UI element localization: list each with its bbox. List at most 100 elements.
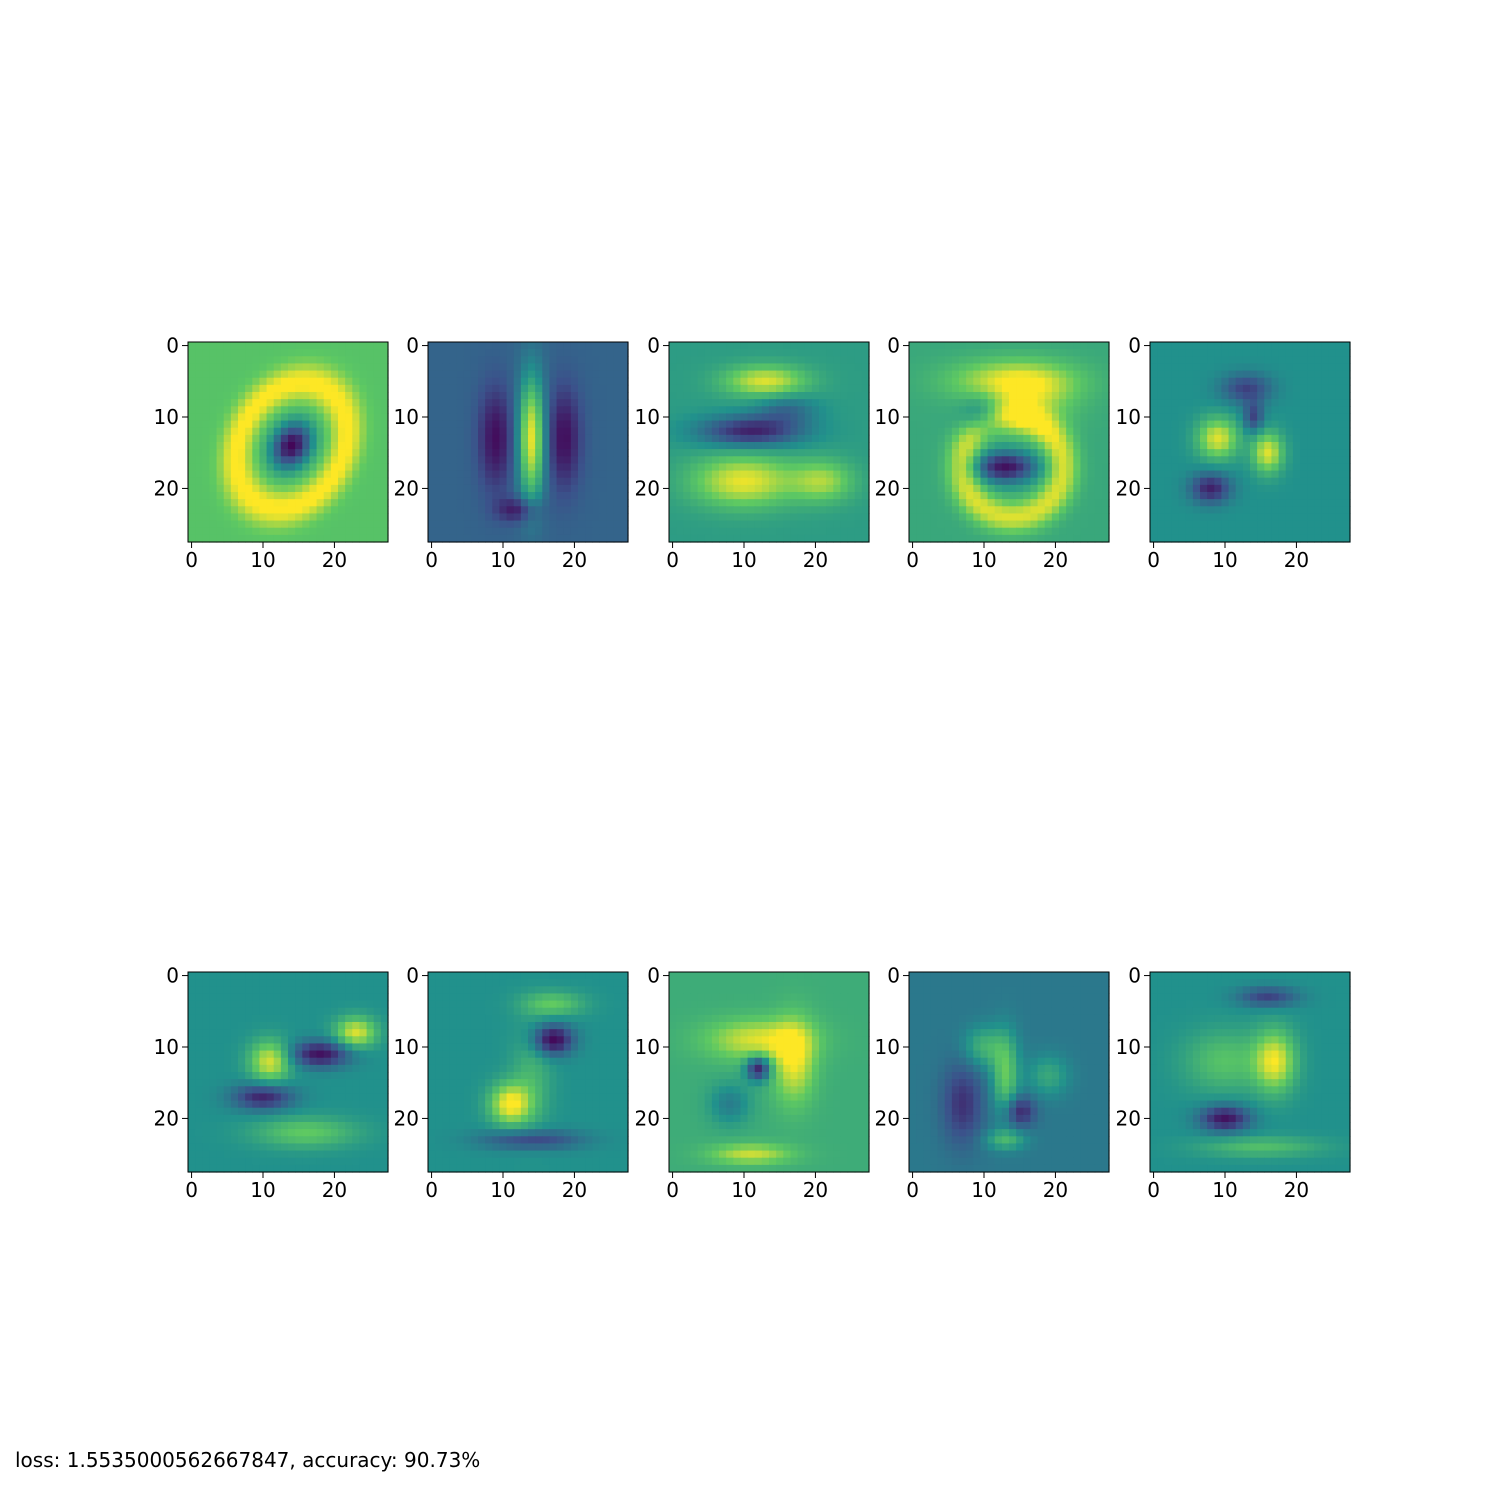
heatmap-cell <box>916 470 924 479</box>
heatmap-cell <box>1321 463 1330 472</box>
heatmap-cell <box>944 413 953 422</box>
heatmap-cell <box>273 399 282 407</box>
heatmap-cell <box>704 470 713 479</box>
heatmap-cell <box>442 506 451 515</box>
heatmap-cell <box>223 1143 232 1152</box>
heatmap-cell <box>930 392 939 400</box>
heatmap-cell <box>854 513 863 522</box>
heatmap-cell <box>1164 484 1173 493</box>
heatmap-cell <box>861 506 870 515</box>
heatmap-cell <box>861 370 870 379</box>
heatmap-cell <box>1185 470 1194 479</box>
heatmap-cell <box>280 449 289 457</box>
heatmap-cell <box>359 1043 368 1052</box>
heatmap-cell <box>223 1129 232 1137</box>
heatmap-cell <box>345 363 353 372</box>
heatmap-cell <box>463 477 472 486</box>
heatmap-cell <box>266 384 275 393</box>
heatmap-cell <box>592 442 601 450</box>
heatmap-cell <box>959 427 967 436</box>
heatmap-cell <box>1200 370 1208 379</box>
heatmap-cell <box>1157 434 1165 443</box>
heatmap-cell <box>442 979 451 987</box>
heatmap-cell <box>1150 434 1158 443</box>
heatmap-cell <box>669 434 677 443</box>
heatmap-cell <box>323 1143 332 1152</box>
heatmap-cell <box>966 477 974 486</box>
heatmap-cell <box>288 1164 296 1173</box>
heatmap-cell <box>1001 392 1010 400</box>
heatmap-cell <box>345 399 353 407</box>
heatmap-cell <box>506 979 515 987</box>
heatmap-cell <box>245 1093 253 1102</box>
heatmap-cell <box>366 1136 375 1145</box>
heatmap-cell <box>280 1057 289 1066</box>
heatmap-cell <box>1335 506 1344 515</box>
heatmap-cell <box>252 427 261 436</box>
heatmap-cell <box>1164 463 1173 472</box>
heatmap-cell <box>542 399 551 407</box>
heatmap-cell <box>1016 384 1024 393</box>
heatmap-cell <box>323 477 332 486</box>
heatmap-cell <box>1328 342 1337 350</box>
heatmap-cell <box>288 1072 296 1080</box>
heatmap-cell <box>1073 499 1082 507</box>
heatmap-cell <box>238 506 246 515</box>
heatmap-cell <box>330 1029 339 1037</box>
heatmap-cell <box>345 449 353 457</box>
heatmap-cell <box>252 1057 261 1066</box>
heatmap-cell <box>769 484 777 493</box>
heatmap-cell <box>1242 363 1251 372</box>
heatmap-cell <box>790 420 799 429</box>
heatmap-cell <box>202 442 211 450</box>
heatmap-cell <box>819 342 827 350</box>
heatmap-cell <box>776 513 784 522</box>
heatmap-cell <box>316 534 325 543</box>
heatmap-cell <box>599 993 608 1002</box>
heatmap-cell <box>316 470 325 479</box>
heatmap-cell <box>719 492 727 500</box>
heatmap-cell <box>456 406 465 415</box>
heatmap-cell <box>330 1072 339 1080</box>
heatmap-cell <box>366 520 375 529</box>
heatmap-cell <box>288 420 296 429</box>
heatmap-cell <box>309 456 318 465</box>
heatmap-cell <box>1037 470 1046 479</box>
heatmap-cell <box>1087 527 1096 536</box>
heatmap-cell <box>280 1050 289 1059</box>
heatmap-cell <box>1200 506 1208 515</box>
heatmap-cell <box>1080 384 1089 393</box>
heatmap-cell <box>726 427 734 436</box>
heatmap-cell <box>761 406 770 415</box>
heatmap-cell <box>1321 427 1330 436</box>
heatmap-cell <box>195 1143 203 1152</box>
heatmap-cell <box>1264 406 1273 415</box>
heatmap-cell <box>485 520 493 529</box>
heatmap-cell <box>542 349 551 357</box>
heatmap-cell <box>1059 406 1067 415</box>
heatmap-cell <box>1037 527 1046 536</box>
heatmap-cell <box>542 979 551 987</box>
heatmap-cell <box>1164 449 1173 457</box>
heatmap-cell <box>230 1100 239 1109</box>
heatmap-cell <box>1164 370 1173 379</box>
heatmap-cell <box>216 484 225 493</box>
heatmap-cell <box>1342 449 1351 457</box>
heatmap-cell <box>295 377 303 386</box>
heatmap-cell <box>435 356 443 365</box>
heatmap-cell <box>1037 449 1046 457</box>
heatmap-cell <box>585 492 593 500</box>
heatmap-cell <box>1207 349 1215 357</box>
heatmap-cell <box>669 463 677 472</box>
y-tick-label: 0 <box>166 964 179 988</box>
heatmap-cell <box>1271 377 1280 386</box>
heatmap-cell <box>295 342 303 350</box>
heatmap-cell <box>252 979 261 987</box>
heatmap-cell <box>613 363 622 372</box>
heatmap-cell <box>563 399 572 407</box>
heatmap-cell <box>252 434 261 443</box>
heatmap-cell <box>456 1007 465 1016</box>
heatmap-cell <box>1214 363 1223 372</box>
heatmap-cell <box>1087 420 1096 429</box>
heatmap-cell <box>811 392 820 400</box>
